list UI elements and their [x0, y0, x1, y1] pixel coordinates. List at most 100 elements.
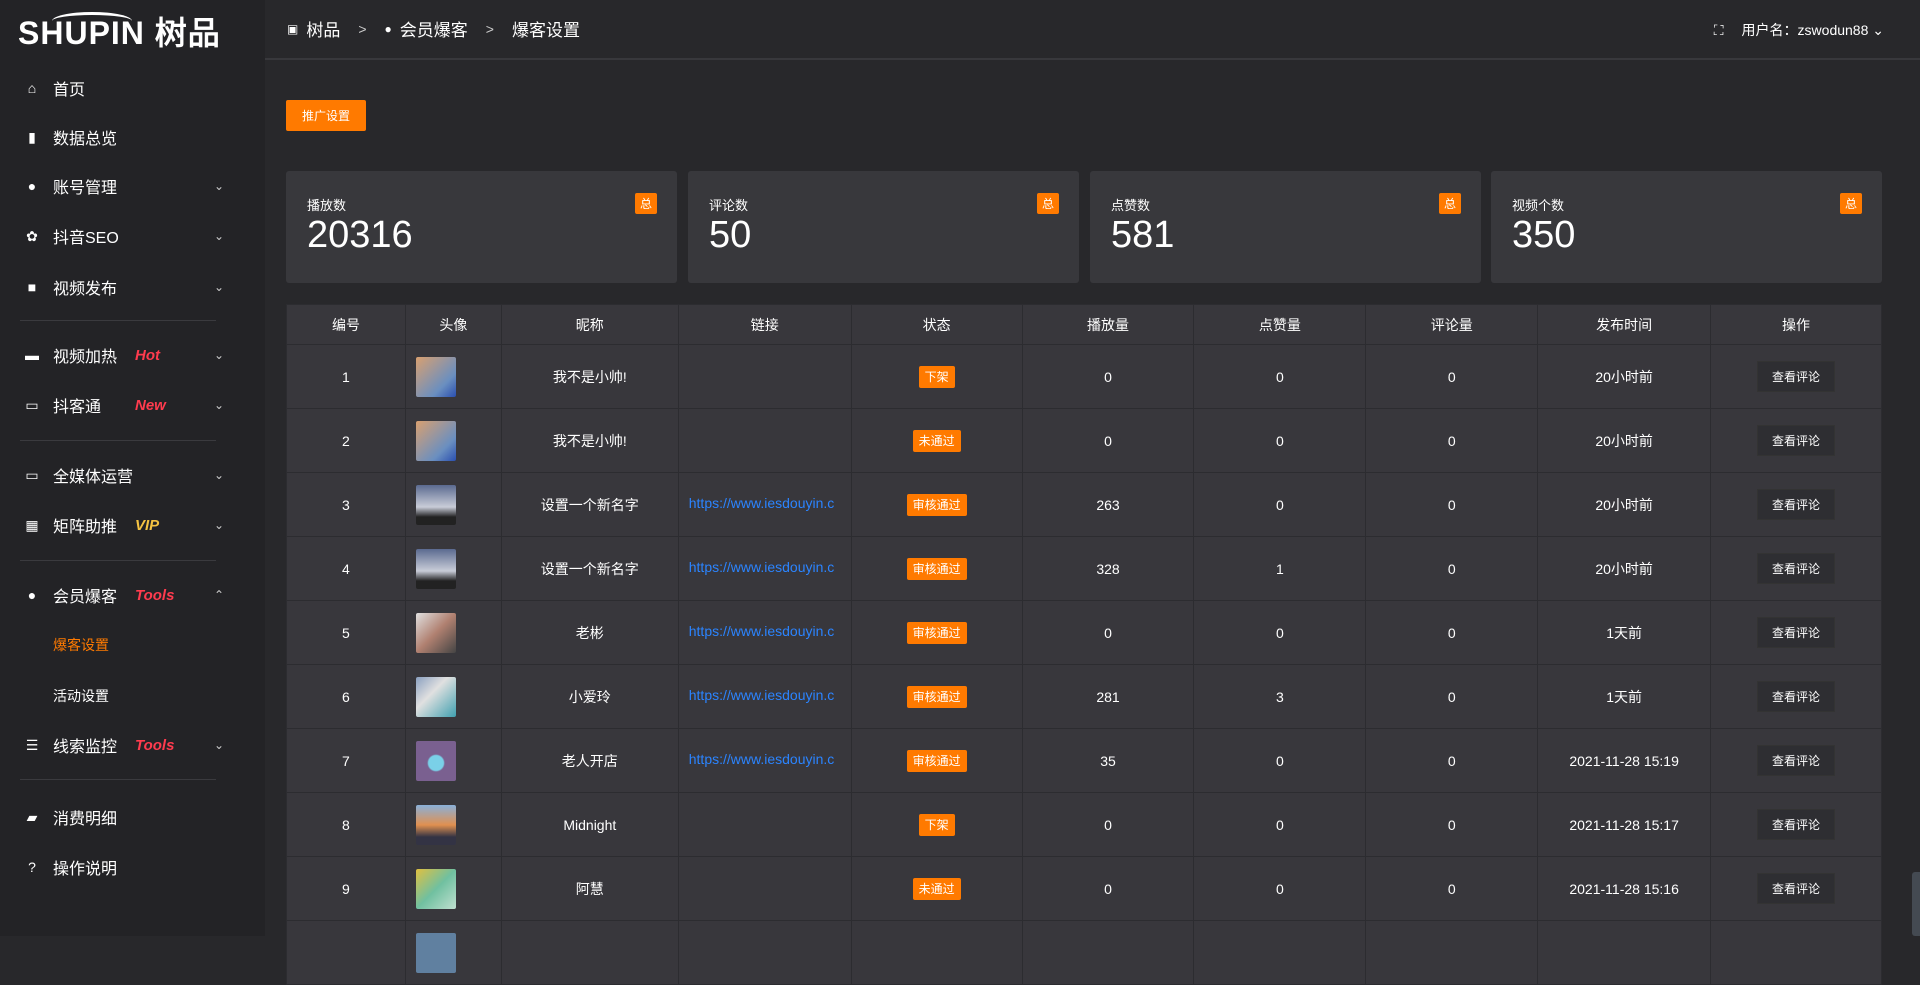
breadcrumb-item[interactable]: 树品 [306, 21, 341, 40]
sidebar-item-0[interactable]: ⌂ 首页 [0, 68, 265, 108]
sidebar-item-13[interactable]: ▰ 消费明细 [0, 797, 265, 837]
sidebar-badge: VIP [135, 516, 160, 534]
sidebar-item-6[interactable]: ▭ 抖客通 New ⌄ [0, 385, 265, 425]
video-link[interactable]: https://www.iesdouyin.c [688, 623, 835, 639]
header: ▣ 树品 > ● 会员爆客 > 爆客设置 ⛶ 用户名：zswodun88 ⌄ [265, 0, 1920, 60]
likes: 0 [1193, 344, 1367, 409]
avatar [415, 420, 456, 461]
column-header: 编号 [286, 304, 406, 345]
stat-card: 评论数 总 50 [688, 171, 1079, 283]
sidebar-item-5[interactable]: ▬ 视频加热 Hot ⌄ [0, 335, 265, 375]
video-link[interactable]: https://www.iesdouyin.c [688, 751, 835, 767]
promo-settings-button[interactable]: 推广设置 [286, 100, 366, 131]
chevron-down-icon: ⌄ [1872, 22, 1884, 38]
sidebar-item-11[interactable]: 活动设置 [0, 676, 265, 716]
status-badge: 审核通过 [906, 750, 967, 772]
comments: 0 [1365, 472, 1539, 537]
sidebar-item-9[interactable]: ● 会员爆客 Tools ⌃ [0, 575, 265, 615]
wallet-icon: ▰ [26, 808, 38, 825]
sidebar-item-4[interactable]: ■ 视频发布 ⌄ [0, 267, 265, 307]
total-badge: 总 [1438, 193, 1461, 214]
sidebar-item-3[interactable]: ✿ 抖音SEO ⌄ [0, 216, 265, 256]
sidebar-badge: Tools [135, 586, 175, 604]
stat-card: 播放数 总 20316 [286, 171, 677, 283]
sidebar-item-label: 抖音SEO [53, 230, 119, 247]
video-link[interactable]: https://www.iesdouyin.c [688, 495, 835, 511]
sidebar-item-10[interactable]: 爆客设置 [0, 625, 265, 665]
avatar [415, 484, 456, 525]
view-comments-button[interactable]: 查看评论 [1757, 617, 1836, 648]
publish-time: 20小时前 [1537, 408, 1712, 473]
sidebar-item-8[interactable]: ▦ 矩阵助推 VIP ⌄ [0, 505, 265, 545]
column-header: 评论量 [1365, 304, 1539, 345]
sidebar-item-2[interactable]: ● 账号管理 ⌄ [0, 166, 265, 206]
fullscreen-icon[interactable]: ⛶ [1713, 21, 1724, 38]
breadcrumb-home-icon: ▣ [287, 21, 299, 36]
comments: 0 [1365, 408, 1539, 473]
view-comments-button[interactable]: 查看评论 [1757, 681, 1836, 712]
video-link[interactable]: https://www.iesdouyin.c [688, 687, 835, 703]
view-comments-button[interactable]: 查看评论 [1757, 361, 1836, 392]
plays: 0 [1021, 344, 1195, 409]
publish-time: 2021-11-28 15:16 [1537, 856, 1712, 921]
total-badge: 总 [634, 193, 657, 214]
data-table: 编号 头像 昵称 链接 状态 播放量 点赞量 评论量 发布时间 操作 1 我不是小帅! 下架 0 0… [286, 304, 1882, 985]
table-row: 6 小爱玲 https://www.iesdouyin.c 审核通过 281 3… [286, 664, 1882, 729]
sidebar: SHUPIN 树品 ⌂ 首页 ▮ 数据总览 ● 账号管理 ⌄ ✿ 抖音SEO ⌄ ■ 视频发布 ⌄ ▬ 视频… [0, 0, 265, 936]
divider [20, 560, 216, 561]
view-comments-button[interactable]: 查看评论 [1757, 553, 1836, 584]
view-comments-button[interactable]: 查看评论 [1757, 745, 1836, 776]
divider [20, 440, 216, 441]
stat-title: 评论数 [709, 198, 749, 213]
plays: 263 [1021, 472, 1195, 537]
table-row [286, 920, 1882, 985]
plays: 0 [1021, 792, 1195, 857]
row-id: 6 [286, 664, 406, 729]
status-badge: 审核通过 [906, 494, 967, 516]
sidebar-item-12[interactable]: ☰ 线索监控 Tools ⌄ [0, 725, 265, 765]
total-badge: 总 [1839, 193, 1862, 214]
sidebar-item-label: 首页 [53, 82, 86, 99]
sidebar-item-7[interactable]: ▭ 全媒体运营 ⌄ [0, 455, 265, 495]
sidebar-item-label: 操作说明 [53, 861, 118, 878]
nickname: 阿慧 [500, 856, 679, 921]
likes: 0 [1193, 472, 1367, 537]
publish-time: 2021-11-28 15:17 [1537, 792, 1712, 857]
column-header: 链接 [677, 304, 852, 345]
comments: 0 [1365, 792, 1539, 857]
row-id: 8 [286, 792, 406, 857]
sidebar-item-label: 视频发布 [53, 281, 118, 298]
column-header: 点赞量 [1193, 304, 1367, 345]
sidebar-badge: Tools [135, 736, 175, 754]
comments: 0 [1365, 856, 1539, 921]
sidebar-badge: New [135, 396, 166, 414]
likes: 3 [1193, 664, 1367, 729]
row-id: 3 [286, 472, 406, 537]
sidebar-item-label: 视频加热 [53, 349, 118, 366]
view-comments-button[interactable]: 查看评论 [1757, 809, 1836, 840]
status-badge: 审核通过 [906, 686, 967, 708]
stat-value: 50 [709, 214, 752, 256]
sidebar-item-label: 线索监控 [53, 739, 118, 756]
view-comments-button[interactable]: 查看评论 [1757, 489, 1836, 520]
row-id: 4 [286, 536, 406, 601]
publish-time: 1天前 [1537, 600, 1712, 665]
view-comments-button[interactable]: 查看评论 [1757, 873, 1836, 904]
likes: 0 [1193, 600, 1367, 665]
stat-title: 视频个数 [1512, 198, 1565, 213]
sidebar-item-label: 全媒体运营 [53, 469, 134, 486]
sidebar-item-14[interactable]: ? 操作说明 [0, 847, 265, 887]
avatar [415, 868, 456, 909]
logo: SHUPIN 树品 [18, 12, 221, 54]
side-widget[interactable] [1912, 872, 1920, 936]
chevron-down-icon: ⌄ [214, 179, 225, 193]
chevron-down-icon: ⌄ [214, 518, 225, 532]
video-link[interactable]: https://www.iesdouyin.c [688, 559, 835, 575]
row-id: 7 [286, 728, 406, 793]
user-menu[interactable]: 用户名：zswodun88 ⌄ [1741, 22, 1884, 38]
sidebar-item-1[interactable]: ▮ 数据总览 [0, 117, 265, 157]
member-icon: ● [27, 587, 37, 603]
likes: 1 [1193, 536, 1367, 601]
breadcrumb-item[interactable]: 会员爆客 [399, 21, 468, 40]
view-comments-button[interactable]: 查看评论 [1757, 425, 1836, 456]
